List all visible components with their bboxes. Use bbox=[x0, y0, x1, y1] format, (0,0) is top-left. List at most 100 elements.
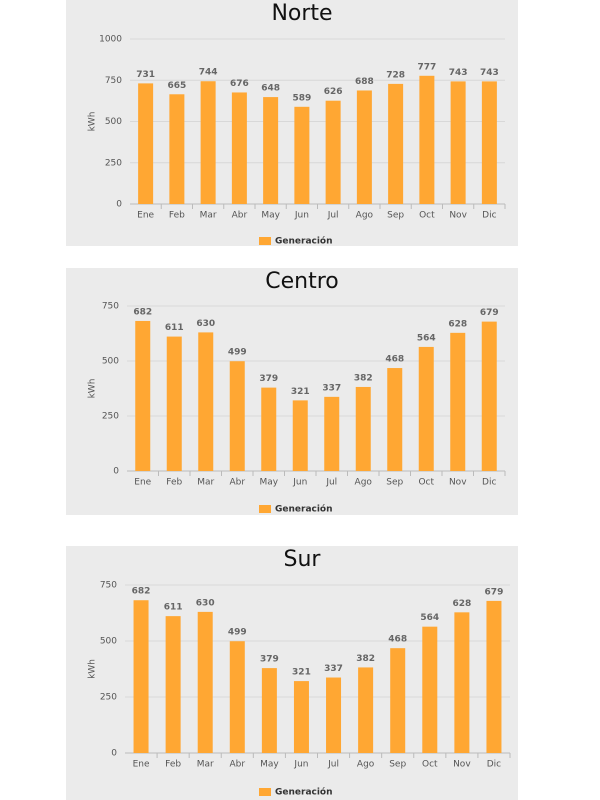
bar bbox=[198, 332, 214, 471]
bar bbox=[293, 681, 309, 753]
x-tick-label: Mar bbox=[200, 211, 217, 221]
bar bbox=[419, 75, 435, 204]
bar bbox=[358, 667, 374, 753]
x-tick-label: Ago bbox=[357, 760, 375, 770]
x-tick-label: Feb bbox=[166, 478, 182, 488]
y-tick-label: 500 bbox=[102, 357, 119, 367]
legend-label: Generación bbox=[275, 787, 333, 798]
bar bbox=[261, 387, 277, 471]
x-tick-label: Dic bbox=[482, 211, 496, 221]
x-tick-label: Jun bbox=[292, 478, 307, 488]
x-tick-label: Nov bbox=[449, 211, 467, 221]
bar bbox=[229, 641, 245, 753]
x-tick-label: Ago bbox=[356, 211, 374, 221]
value-label: 743 bbox=[449, 68, 468, 78]
bar bbox=[356, 90, 372, 204]
value-label: 499 bbox=[228, 348, 247, 358]
x-tick-label: Ene bbox=[137, 211, 154, 221]
value-label: 468 bbox=[388, 635, 407, 645]
x-tick-label: Mar bbox=[197, 760, 214, 770]
value-label: 468 bbox=[385, 355, 404, 365]
value-label: 379 bbox=[259, 374, 278, 384]
x-tick-label: Jul bbox=[327, 760, 339, 770]
bar bbox=[229, 361, 245, 471]
x-tick-label: Mar bbox=[197, 478, 214, 488]
y-tick-label: 750 bbox=[100, 581, 117, 591]
x-tick-label: Ene bbox=[133, 760, 150, 770]
x-tick-label: Sep bbox=[387, 211, 404, 221]
value-label: 688 bbox=[355, 77, 374, 87]
legend-swatch bbox=[259, 788, 271, 796]
legend-swatch bbox=[259, 505, 271, 513]
bar bbox=[481, 81, 497, 204]
chart-title: Norte bbox=[271, 1, 332, 26]
bar bbox=[481, 321, 497, 471]
y-tick-label: 0 bbox=[113, 467, 119, 477]
value-label: 337 bbox=[322, 383, 341, 393]
bar bbox=[169, 94, 185, 204]
x-tick-label: Jul bbox=[325, 478, 337, 488]
bar bbox=[133, 600, 149, 753]
bar bbox=[165, 616, 181, 753]
value-label: 630 bbox=[196, 598, 215, 608]
value-label: 382 bbox=[354, 373, 373, 383]
panel bbox=[66, 0, 518, 246]
y-tick-label: 1000 bbox=[99, 35, 122, 45]
x-tick-label: Ago bbox=[355, 478, 373, 488]
value-label: 337 bbox=[324, 664, 343, 674]
x-tick-label: Abr bbox=[230, 760, 246, 770]
value-label: 777 bbox=[417, 62, 436, 72]
y-tick-label: 500 bbox=[100, 637, 117, 647]
value-label: 679 bbox=[485, 587, 504, 597]
value-label: 321 bbox=[291, 387, 310, 397]
x-tick-label: Feb bbox=[165, 760, 181, 770]
value-label: 682 bbox=[133, 307, 152, 317]
value-label: 682 bbox=[132, 587, 151, 597]
y-tick-label: 250 bbox=[105, 158, 122, 168]
value-label: 731 bbox=[136, 70, 155, 80]
value-label: 382 bbox=[356, 654, 375, 664]
value-label: 744 bbox=[199, 68, 218, 78]
y-axis-label: kWh bbox=[88, 659, 98, 679]
bar bbox=[486, 600, 502, 753]
bar bbox=[292, 400, 308, 471]
y-axis-label: kWh bbox=[88, 112, 98, 132]
value-label: 665 bbox=[167, 81, 186, 91]
bar bbox=[324, 396, 340, 471]
y-tick-label: 750 bbox=[102, 302, 119, 312]
value-label: 321 bbox=[292, 668, 311, 678]
bar bbox=[450, 81, 466, 204]
x-tick-label: Abr bbox=[229, 478, 245, 488]
bar bbox=[422, 626, 438, 753]
legend-swatch bbox=[259, 237, 271, 245]
legend-label: Generación bbox=[275, 504, 333, 515]
bar bbox=[325, 100, 341, 204]
x-tick-label: Dic bbox=[487, 760, 501, 770]
value-label: 499 bbox=[228, 628, 247, 638]
x-tick-label: Ene bbox=[134, 478, 151, 488]
value-label: 648 bbox=[261, 84, 280, 94]
bar bbox=[138, 83, 154, 204]
bar bbox=[454, 612, 470, 753]
bar bbox=[326, 677, 342, 753]
x-tick-label: Nov bbox=[453, 760, 471, 770]
y-tick-label: 0 bbox=[111, 749, 117, 759]
chart-title: Sur bbox=[284, 547, 322, 572]
value-label: 564 bbox=[417, 333, 436, 343]
bar bbox=[261, 668, 277, 753]
y-tick-label: 250 bbox=[100, 693, 117, 703]
bar bbox=[294, 106, 310, 204]
x-tick-label: Dic bbox=[482, 478, 496, 488]
x-tick-label: Jun bbox=[294, 211, 309, 221]
bar bbox=[166, 336, 182, 471]
bar bbox=[355, 386, 371, 471]
x-tick-label: Nov bbox=[449, 478, 467, 488]
value-label: 626 bbox=[324, 87, 343, 97]
value-label: 743 bbox=[480, 68, 499, 78]
x-tick-label: May bbox=[261, 211, 280, 221]
bar bbox=[197, 611, 213, 753]
x-tick-label: Oct bbox=[422, 760, 438, 770]
value-label: 611 bbox=[164, 603, 183, 613]
value-label: 628 bbox=[452, 599, 471, 609]
